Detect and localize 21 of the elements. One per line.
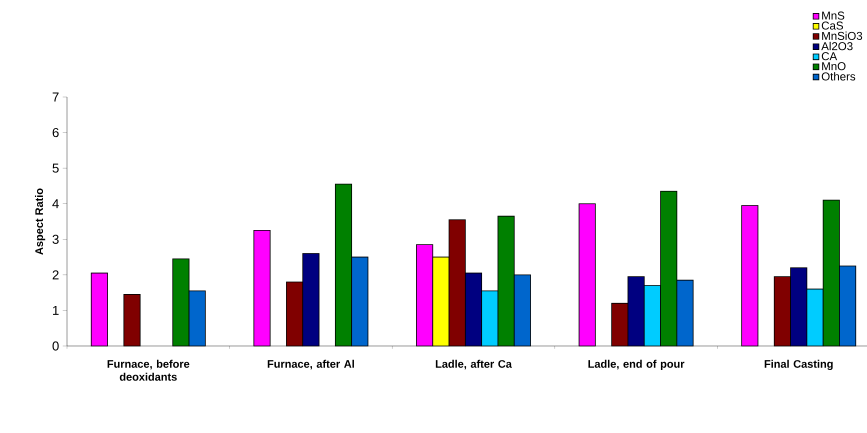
- x-tick-label: Final Casting: [764, 360, 833, 370]
- y-tick-label: 1: [53, 306, 59, 315]
- y-tick-label: 5: [52, 164, 59, 173]
- x-tick-label: Furnace, before deoxidants: [108, 360, 190, 381]
- x-tick-label: Ladle, after Ca: [436, 360, 512, 370]
- y-tick-label: 7: [52, 92, 59, 102]
- y-tick-label: 3: [52, 234, 59, 244]
- y-axis-title: Aspect Ratio: [34, 188, 46, 255]
- legend-label: CA: [822, 52, 838, 60]
- legend-label: MnS: [822, 12, 844, 20]
- x-tick-label: Furnace, after Al: [268, 360, 354, 370]
- legend-label: MnSiO3: [822, 32, 862, 40]
- legend-label: Al2O3: [821, 42, 853, 50]
- legend-label: CaS: [822, 22, 843, 30]
- legend-label: Others: [822, 72, 856, 81]
- y-tick-label: 2: [52, 270, 59, 280]
- y-tick-label: 6: [52, 128, 59, 138]
- y-tick-label: 4: [52, 199, 59, 208]
- legend-label: MnO: [822, 62, 846, 70]
- x-tick-label: Ladle, end of pour: [588, 360, 684, 370]
- y-tick-label: 0: [52, 341, 59, 351]
